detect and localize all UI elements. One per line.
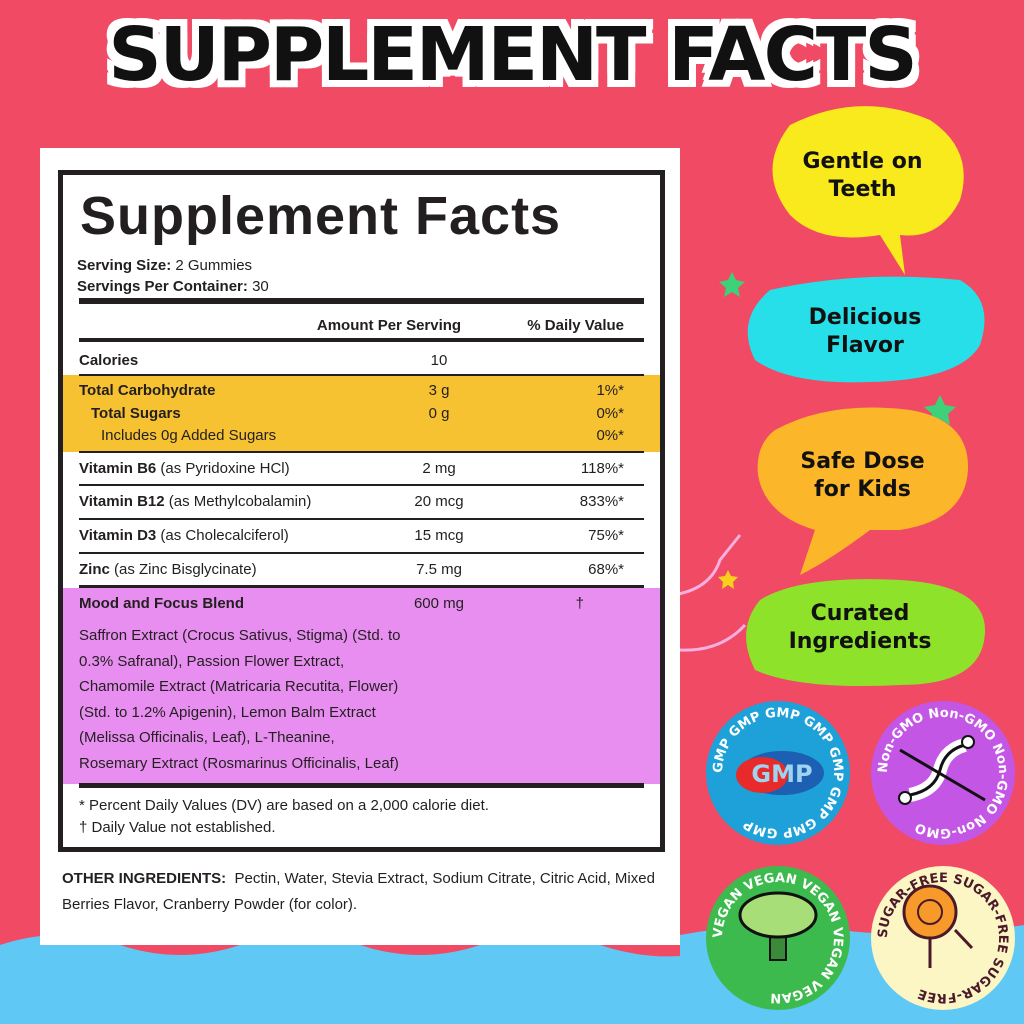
bubble-shape [746, 579, 985, 686]
divider [79, 585, 644, 588]
arrow-doodle-icon [679, 623, 747, 652]
divider [79, 298, 644, 304]
label-title: Supplement Facts [80, 186, 562, 246]
divider [79, 552, 644, 554]
bubble-gentle-on-teeth: Gentle on Teeth [802, 149, 923, 202]
servings-per-container: Servings Per Container: 30 [77, 278, 269, 295]
serving-size: Serving Size: 2 Gummies [77, 257, 253, 274]
footnote-dv: * Percent Daily Values (DV) are based on… [79, 797, 489, 814]
blend-band [63, 588, 660, 784]
badge-non-gmo: Non-GMO Non-GMO Non-GMO Non-GMO [871, 701, 1015, 845]
divider [79, 518, 644, 520]
bubble-shape [772, 106, 964, 276]
dna-crossed-icon [898, 735, 986, 805]
star-icon [718, 570, 738, 589]
divider [79, 783, 644, 788]
divider [79, 338, 644, 342]
badge-sugar-free: SUGAR-FREE SUGAR-FREE SUGAR-FREE [871, 866, 1015, 1010]
bubble-delicious-flavor: Delicious Flavor [808, 305, 922, 358]
other-ingredients: OTHER INGREDIENTS: Pectin, Water, Stevia… [62, 870, 655, 913]
bubble-safe-dose: Safe Dose for Kids [800, 449, 925, 502]
divider [79, 451, 644, 453]
footnote-dagger: † Daily Value not established. [79, 819, 276, 836]
supplement-facts-label: Supplement Facts Serving Size: 2 Gummies… [58, 170, 665, 852]
bubble-shape [747, 276, 985, 383]
supplement-facts-card: Supplement Facts Serving Size: 2 Gummies… [40, 148, 680, 945]
carbohydrate-band [63, 375, 660, 452]
svg-text:GMP: GMP [751, 760, 812, 788]
hero-title: SUPPLEMENT FACTS [108, 12, 917, 98]
divider [79, 484, 644, 486]
bubble-curated-ingredients: Curated Ingredients [788, 601, 932, 654]
blend-ingredients: Saffron Extract (Crocus Sativus, Stigma)… [79, 627, 401, 772]
lollipop-crossed-icon [902, 884, 974, 968]
divider [79, 374, 644, 376]
arrow-doodle-icon [671, 534, 742, 597]
badge-gmp: GMP GMP GMP GMP GMP GMP GMP GMP GMP [706, 701, 850, 845]
broccoli-icon [738, 891, 818, 961]
bubble-shape [757, 407, 969, 575]
star-icon [719, 272, 745, 297]
badge-vegan: VEGAN VEGAN VEGAN VEGAN VEGAN [706, 866, 850, 1010]
